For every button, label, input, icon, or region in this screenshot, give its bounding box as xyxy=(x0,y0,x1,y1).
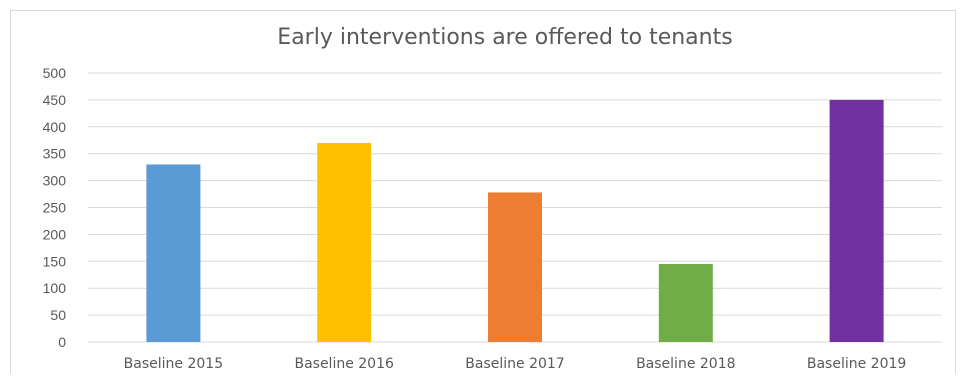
bar-baseline-2016 xyxy=(317,142,372,342)
y-tick-label: 400 xyxy=(43,119,67,135)
y-tick-label: 500 xyxy=(43,65,67,81)
bars xyxy=(146,99,884,343)
y-tick-label: 200 xyxy=(43,226,67,242)
x-axis-labels: Baseline 2015 Baseline 2016 Baseline 2017 B… xyxy=(124,356,907,372)
chart-title: Early interventions are offered to tenan… xyxy=(277,25,732,50)
x-category-label: Baseline 2016 xyxy=(294,356,394,372)
x-category-label: Baseline 2018 xyxy=(636,356,735,372)
y-tick-label: 50 xyxy=(50,307,66,323)
y-tick-label: 250 xyxy=(43,200,67,216)
x-category-label: Baseline 2017 xyxy=(465,356,564,372)
y-axis-ticks: 0 50 100 150 200 250 300 350 400 450 500 xyxy=(43,65,67,350)
bar-baseline-2015 xyxy=(146,164,201,342)
x-category-label: Baseline 2015 xyxy=(124,356,223,372)
y-tick-label: 100 xyxy=(43,280,67,296)
bar-baseline-2017 xyxy=(488,192,542,342)
top-strip xyxy=(0,0,960,10)
y-tick-label: 450 xyxy=(43,92,67,108)
y-tick-label: 350 xyxy=(43,146,67,162)
y-tick-label: 150 xyxy=(43,253,67,269)
y-tick-label: 0 xyxy=(58,334,66,350)
x-category-label: Baseline 2019 xyxy=(807,356,906,372)
bar-baseline-2018 xyxy=(658,263,713,342)
bar-baseline-2019 xyxy=(829,99,884,343)
y-tick-label: 300 xyxy=(43,173,67,189)
gridlines xyxy=(88,72,942,343)
